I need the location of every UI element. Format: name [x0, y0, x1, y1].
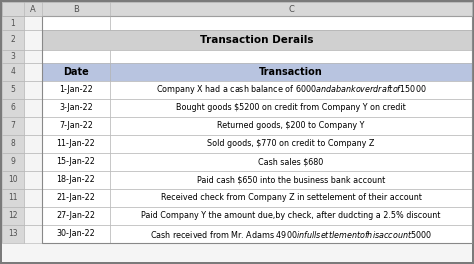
- Text: Cash received from Mr. Adams $4900 in full settlement of his account $5000: Cash received from Mr. Adams $4900 in fu…: [150, 229, 432, 239]
- Text: 12: 12: [8, 211, 18, 220]
- Text: 2: 2: [10, 35, 15, 45]
- Bar: [42, 189, 110, 207]
- Text: 7-Jan-22: 7-Jan-22: [59, 121, 93, 130]
- Bar: [2, 225, 24, 243]
- Bar: [42, 207, 110, 225]
- Bar: [110, 117, 472, 135]
- Bar: [42, 50, 110, 63]
- Bar: [110, 50, 472, 63]
- Bar: [24, 99, 42, 117]
- Bar: [24, 207, 42, 225]
- Text: 3: 3: [10, 52, 16, 61]
- Bar: [110, 63, 472, 81]
- Bar: [2, 50, 24, 63]
- Text: 4: 4: [10, 68, 16, 77]
- Bar: [2, 153, 24, 171]
- Bar: [2, 207, 24, 225]
- Bar: [42, 16, 110, 30]
- Text: Company X had a cash balance of $6000 and a bank overdraft of $15000: Company X had a cash balance of $6000 an…: [155, 83, 426, 97]
- Text: 1: 1: [10, 18, 15, 27]
- Bar: [24, 16, 42, 30]
- Text: 6: 6: [10, 103, 16, 112]
- Bar: [110, 171, 472, 189]
- Bar: [2, 30, 24, 50]
- Text: 10: 10: [8, 176, 18, 185]
- Text: Sold goods, $770 on credit to Company Z: Sold goods, $770 on credit to Company Z: [207, 139, 374, 148]
- Bar: [24, 135, 42, 153]
- Bar: [110, 189, 472, 207]
- Bar: [2, 171, 24, 189]
- Bar: [2, 16, 24, 30]
- Text: 21-Jan-22: 21-Jan-22: [56, 194, 95, 202]
- Text: Transaction: Transaction: [259, 67, 323, 77]
- Text: 13: 13: [8, 229, 18, 238]
- Bar: [2, 99, 24, 117]
- Text: 7: 7: [10, 121, 16, 130]
- Text: 30-Jan-22: 30-Jan-22: [56, 229, 95, 238]
- Bar: [24, 81, 42, 99]
- Bar: [24, 30, 42, 50]
- Bar: [42, 153, 110, 171]
- Bar: [42, 63, 110, 81]
- Bar: [110, 81, 472, 99]
- Bar: [24, 117, 42, 135]
- Bar: [42, 16, 472, 243]
- Text: 8: 8: [10, 139, 15, 148]
- Text: A: A: [30, 4, 36, 13]
- Text: B: B: [73, 4, 79, 13]
- Bar: [42, 30, 472, 50]
- Bar: [24, 50, 42, 63]
- Bar: [24, 225, 42, 243]
- Text: Returned goods, $200 to Company Y: Returned goods, $200 to Company Y: [217, 121, 365, 130]
- Bar: [110, 16, 472, 30]
- Bar: [2, 135, 24, 153]
- Bar: [24, 171, 42, 189]
- Bar: [2, 63, 24, 81]
- Bar: [110, 99, 472, 117]
- Text: Date: Date: [63, 67, 89, 77]
- Text: 18-Jan-22: 18-Jan-22: [56, 176, 95, 185]
- Bar: [2, 2, 472, 16]
- Text: 11: 11: [8, 194, 18, 202]
- Bar: [110, 225, 472, 243]
- Text: Received check from Company Z in settelement of their account: Received check from Company Z in settele…: [161, 194, 421, 202]
- Bar: [42, 117, 110, 135]
- Bar: [42, 135, 110, 153]
- Bar: [24, 153, 42, 171]
- Bar: [110, 153, 472, 171]
- Text: 5: 5: [10, 86, 16, 95]
- Text: 11-Jan-22: 11-Jan-22: [56, 139, 95, 148]
- Bar: [24, 189, 42, 207]
- Text: 1-Jan-22: 1-Jan-22: [59, 86, 93, 95]
- Text: Paid cash $650 into the business bank account: Paid cash $650 into the business bank ac…: [197, 176, 385, 185]
- Text: C: C: [288, 4, 294, 13]
- Text: Bought goods $5200 on credit from Company Y on credit: Bought goods $5200 on credit from Compan…: [176, 103, 406, 112]
- Bar: [42, 99, 110, 117]
- Bar: [2, 117, 24, 135]
- Text: 27-Jan-22: 27-Jan-22: [56, 211, 95, 220]
- Text: Transaction Derails: Transaction Derails: [200, 35, 314, 45]
- Text: 9: 9: [10, 158, 16, 167]
- Text: 3-Jan-22: 3-Jan-22: [59, 103, 93, 112]
- Bar: [24, 63, 42, 81]
- Bar: [42, 225, 110, 243]
- Bar: [2, 189, 24, 207]
- Bar: [110, 135, 472, 153]
- Bar: [110, 207, 472, 225]
- Text: Paid Company Y the amount due,by check, after dudcting a 2.5% discount: Paid Company Y the amount due,by check, …: [141, 211, 441, 220]
- Text: Cash sales $680: Cash sales $680: [258, 158, 324, 167]
- Bar: [2, 81, 24, 99]
- Text: 15-Jan-22: 15-Jan-22: [56, 158, 95, 167]
- Bar: [42, 81, 110, 99]
- Bar: [42, 171, 110, 189]
